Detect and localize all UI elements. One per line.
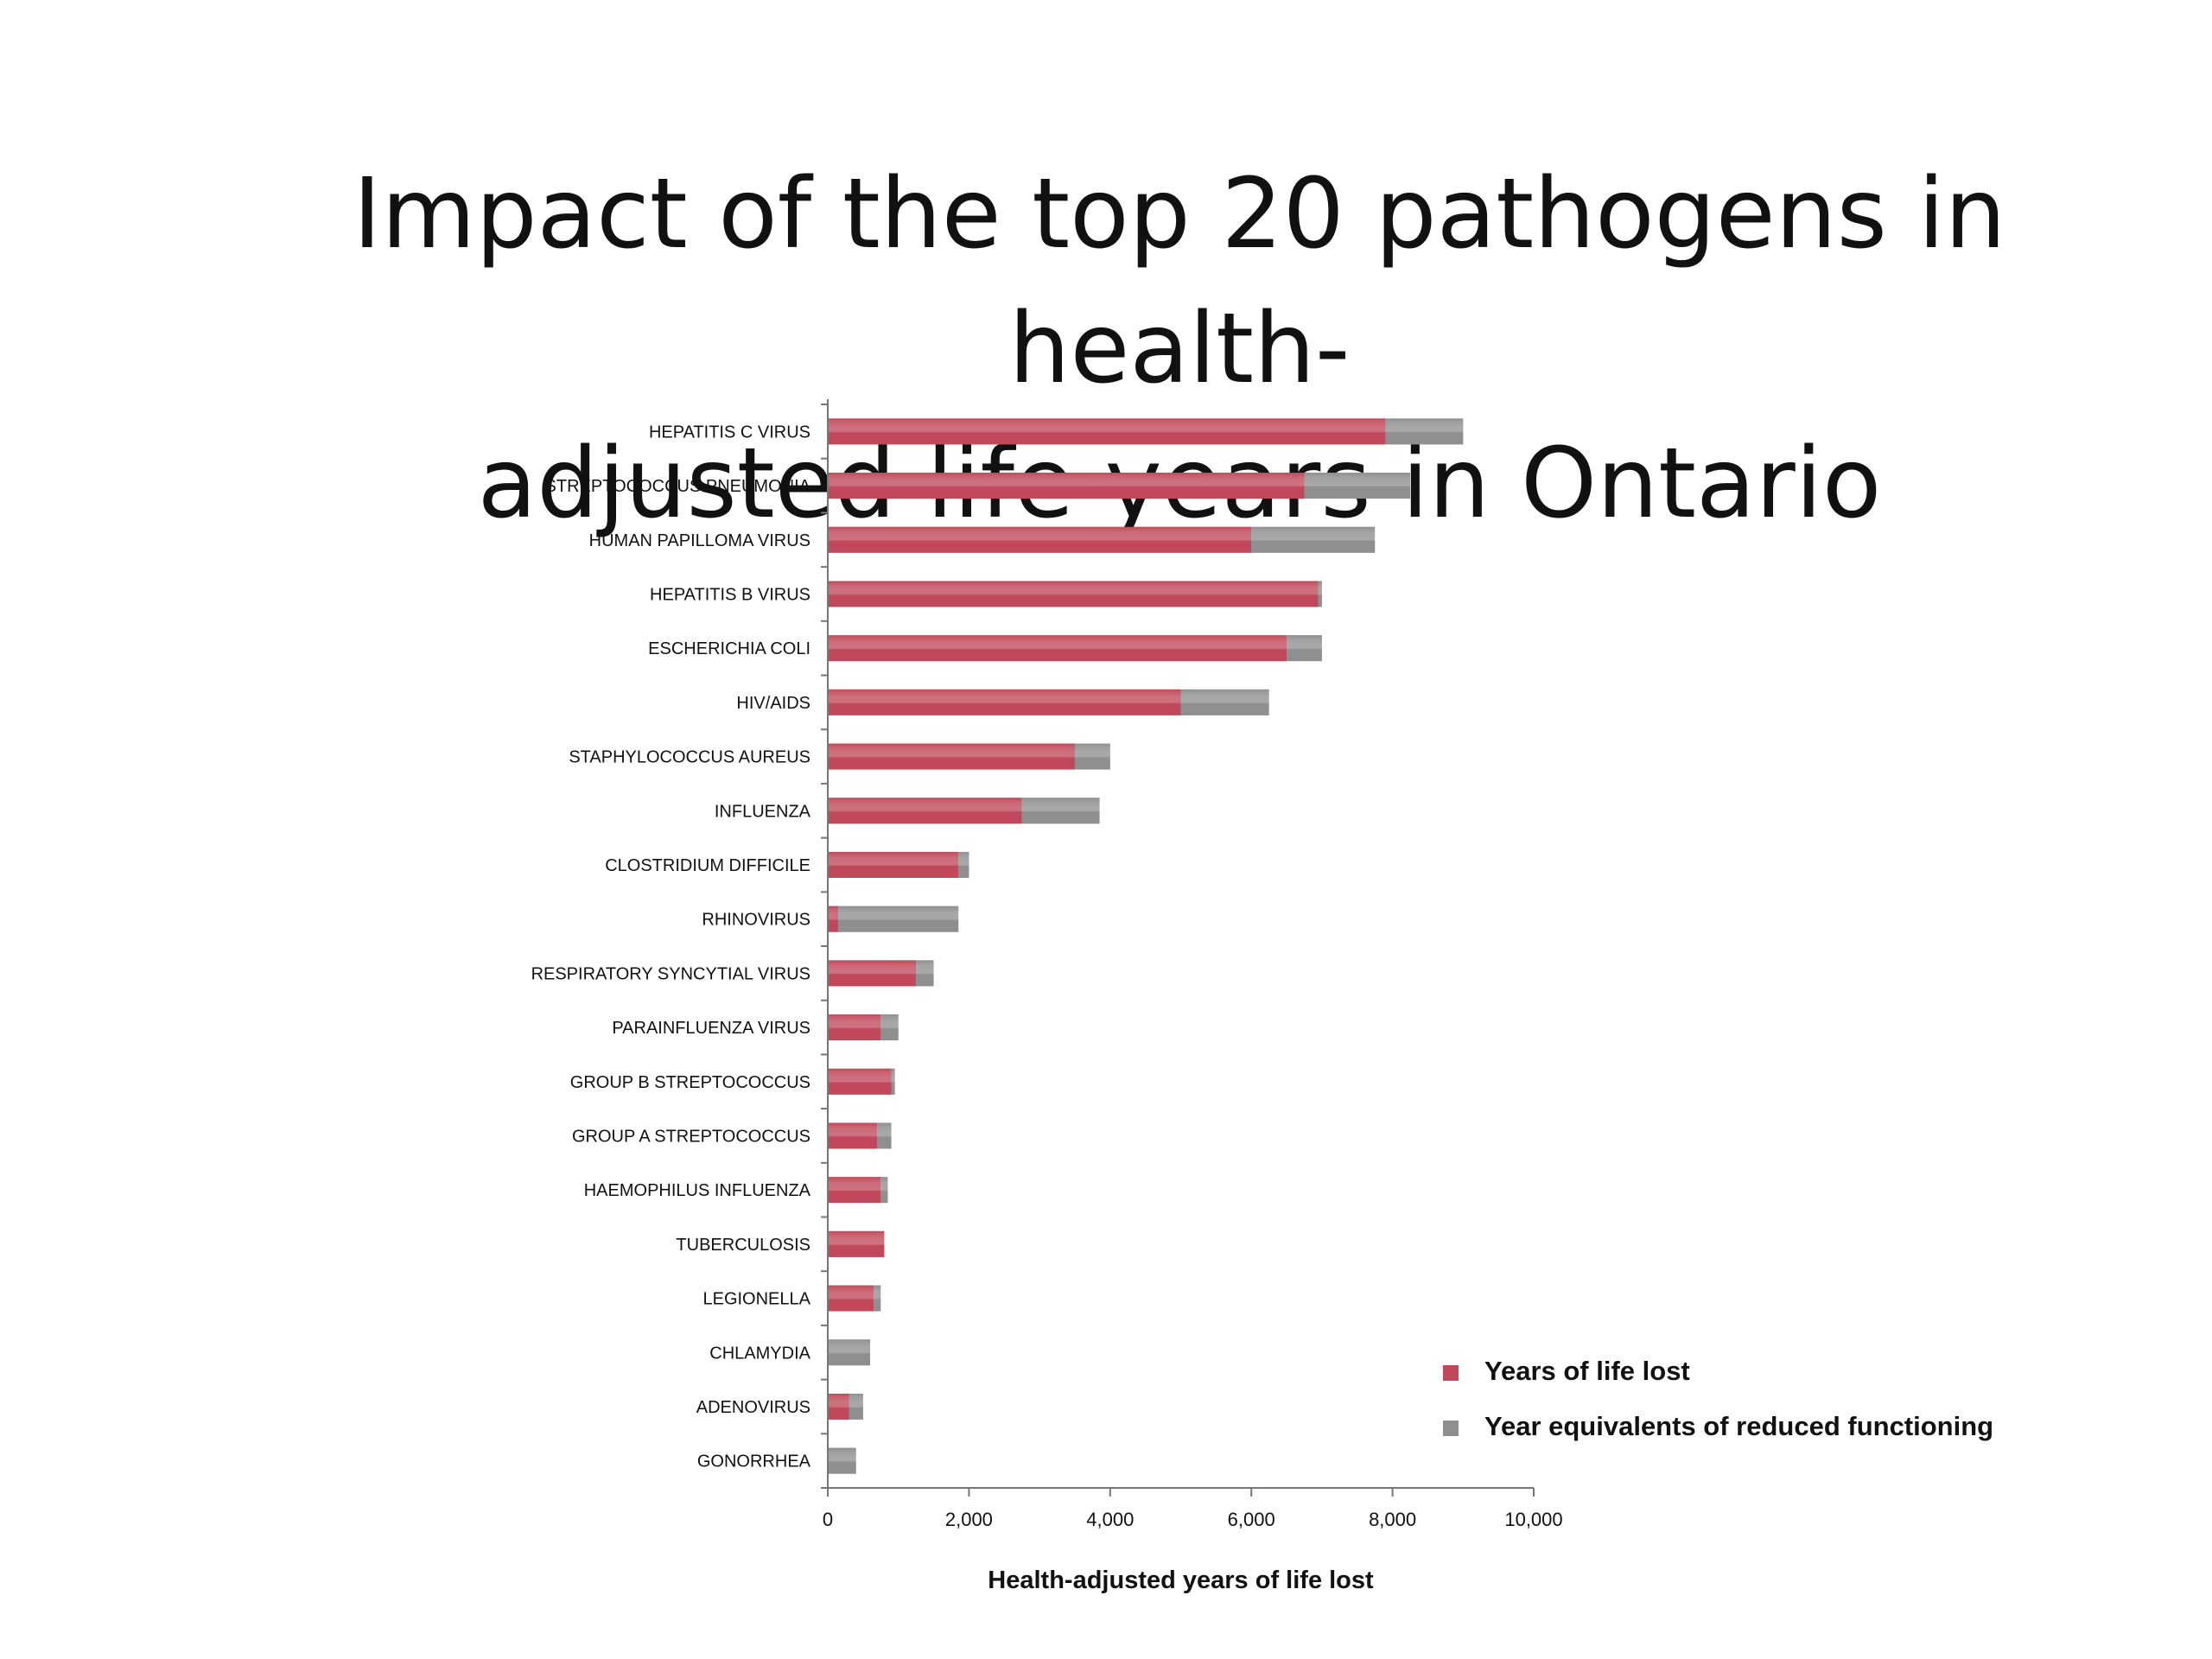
- category-label: CLOSTRIDIUM DIFFICILE: [605, 856, 810, 875]
- bar-highlight: [1304, 473, 1411, 499]
- bar-highlight: [916, 960, 934, 987]
- bar-highlight: [874, 1285, 881, 1312]
- bar-highlight: [828, 581, 1319, 607]
- category-label: ADENOVIRUS: [696, 1398, 810, 1417]
- x-axis-label: Health-adjusted years of life lost: [988, 1567, 1374, 1594]
- bar-highlight: [828, 635, 1287, 662]
- bar-highlight: [1021, 798, 1100, 824]
- x-tick-label: 8,000: [1369, 1509, 1416, 1530]
- bar-highlight: [828, 906, 839, 932]
- bar-highlight: [828, 960, 917, 987]
- category-label: ESCHERICHIA COLI: [648, 639, 810, 658]
- bar-highlight: [828, 798, 1022, 824]
- category-label: HEPATITIS B VIRUS: [650, 585, 810, 604]
- legend-entry: Years of life lost: [1484, 1356, 1690, 1386]
- x-tick-label: 4,000: [1086, 1509, 1134, 1530]
- bar-highlight: [828, 526, 1252, 553]
- bar-highlight: [958, 851, 969, 878]
- bar-highlight: [1318, 581, 1322, 607]
- category-label: HIV/AIDS: [736, 694, 810, 713]
- category-label: RHINOVIRUS: [702, 911, 810, 930]
- bar-highlight: [828, 1177, 881, 1204]
- category-label: STAPHYLOCOCCUS AUREUS: [569, 748, 810, 767]
- bar-highlight: [849, 1393, 863, 1420]
- legend-swatch: [1443, 1421, 1459, 1436]
- category-label: LEGIONELLA: [702, 1290, 810, 1309]
- bar-highlight: [828, 1014, 881, 1041]
- bar-highlight: [1074, 743, 1110, 770]
- x-tick-label: 6,000: [1228, 1509, 1275, 1530]
- bar-highlight: [828, 473, 1305, 499]
- category-label: CHLAMYDIA: [709, 1344, 810, 1363]
- bar-highlight: [828, 1447, 856, 1474]
- bar-highlight: [1287, 635, 1322, 662]
- bar-highlight: [1385, 418, 1464, 445]
- bar-highlight: [828, 1285, 874, 1312]
- category-label: GONORRHEA: [697, 1452, 811, 1471]
- bar-highlight: [828, 1122, 878, 1149]
- bar-highlight: [1180, 689, 1269, 715]
- slide-title: Impact of the top 20 pathogens in health…: [173, 147, 2186, 551]
- bar-highlight: [891, 1068, 895, 1095]
- bar-highlight: [828, 1393, 849, 1420]
- bar-highlight: [828, 418, 1386, 445]
- slide-title-line-1: Impact of the top 20 pathogens in health…: [353, 158, 2006, 406]
- category-label: TUBERCULOSIS: [676, 1236, 810, 1255]
- bar-highlight: [880, 1177, 888, 1204]
- x-tick-label: 10,000: [1504, 1509, 1562, 1530]
- bar-highlight: [828, 1230, 885, 1257]
- legend-entry: Year equivalents of reduced functioning: [1484, 1411, 1993, 1441]
- category-label: PARAINFLUENZA VIRUS: [612, 1019, 810, 1038]
- bar-highlight: [828, 851, 959, 878]
- bar-highlight: [880, 1014, 899, 1041]
- bar-highlight: [877, 1122, 892, 1149]
- category-label: HUMAN PAPILLOMA VIRUS: [589, 531, 810, 550]
- bar-highlight: [828, 689, 1181, 715]
- x-tick-label: 2,000: [945, 1509, 993, 1530]
- x-tick-label: 0: [823, 1509, 833, 1530]
- legend-swatch: [1443, 1365, 1459, 1381]
- category-label: GROUP B STREPTOCOCCUS: [570, 1073, 810, 1092]
- bar-highlight: [828, 1339, 871, 1366]
- category-label: RESPIRATORY SYNCYTIAL VIRUS: [531, 964, 810, 983]
- category-label: HAEMOPHILUS INFLUENZA: [584, 1181, 811, 1200]
- category-label: STREPTOCOCCUS PNEUMONIA: [545, 477, 811, 496]
- bar-highlight: [838, 906, 959, 932]
- category-label: INFLUENZA: [715, 802, 811, 821]
- bar-highlight: [1251, 526, 1376, 553]
- category-label: GROUP A STREPTOCOCCUS: [572, 1127, 810, 1146]
- category-label: HEPATITIS C VIRUS: [649, 423, 810, 442]
- bar-highlight: [828, 743, 1075, 770]
- bar-highlight: [828, 1068, 892, 1095]
